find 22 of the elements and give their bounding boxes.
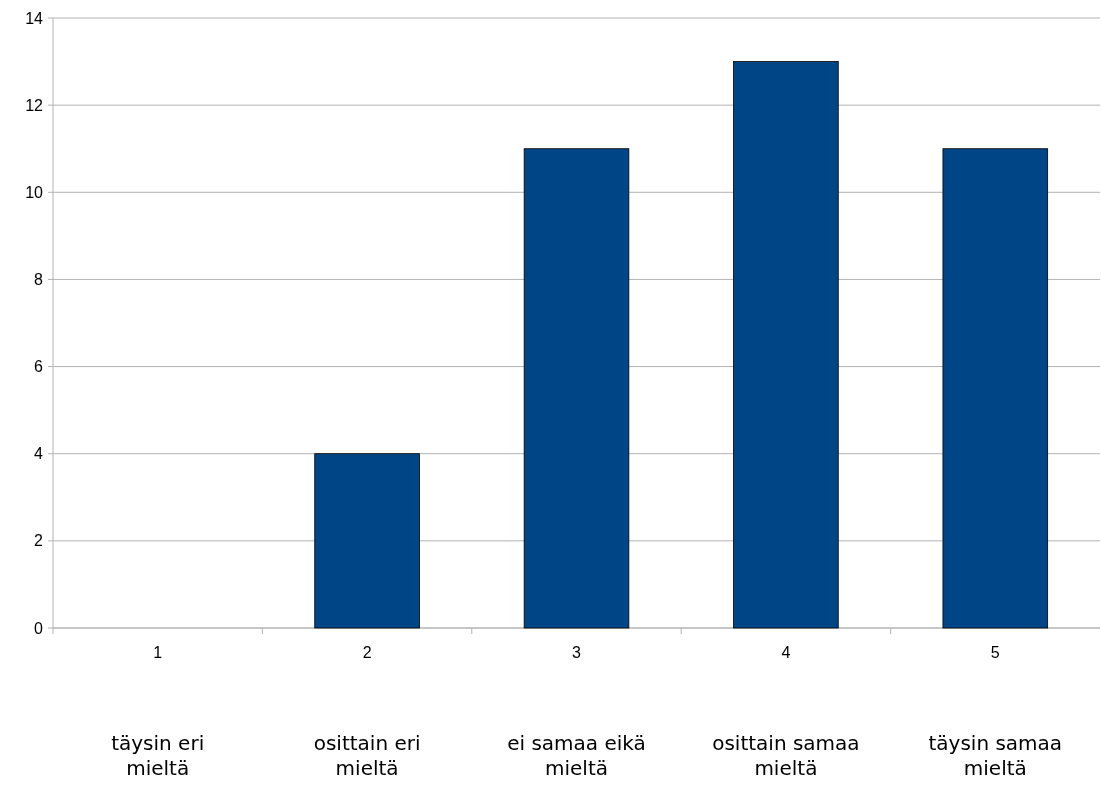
y-tick-label: 2 <box>34 532 44 550</box>
bar <box>942 148 1049 629</box>
text: ei samaa eikä mieltä <box>507 731 646 780</box>
y-tick-label: 14 <box>25 9 44 27</box>
x-tick-label: 4 <box>781 644 791 661</box>
bar <box>314 453 420 629</box>
y-tick-label: 4 <box>34 445 44 463</box>
y-tick-label: 12 <box>25 96 44 114</box>
bar <box>733 61 839 629</box>
text: täysin samaa mieltä <box>928 731 1063 780</box>
y-tick-label: 6 <box>34 358 44 376</box>
text: täysin eri mieltä <box>111 731 205 780</box>
text: osittain samaa mieltä <box>712 731 860 780</box>
y-tick-label: 8 <box>34 271 44 289</box>
x-tick-label: 3 <box>572 644 582 661</box>
bar <box>523 148 630 629</box>
y-tick-label: 0 <box>34 619 44 637</box>
text: osittain eri mieltä <box>313 731 421 780</box>
x-tick-label: 5 <box>990 644 1000 661</box>
y-tick-label: 10 <box>25 183 44 201</box>
x-tick-label: 2 <box>362 644 372 661</box>
x-tick-label: 1 <box>153 644 163 661</box>
